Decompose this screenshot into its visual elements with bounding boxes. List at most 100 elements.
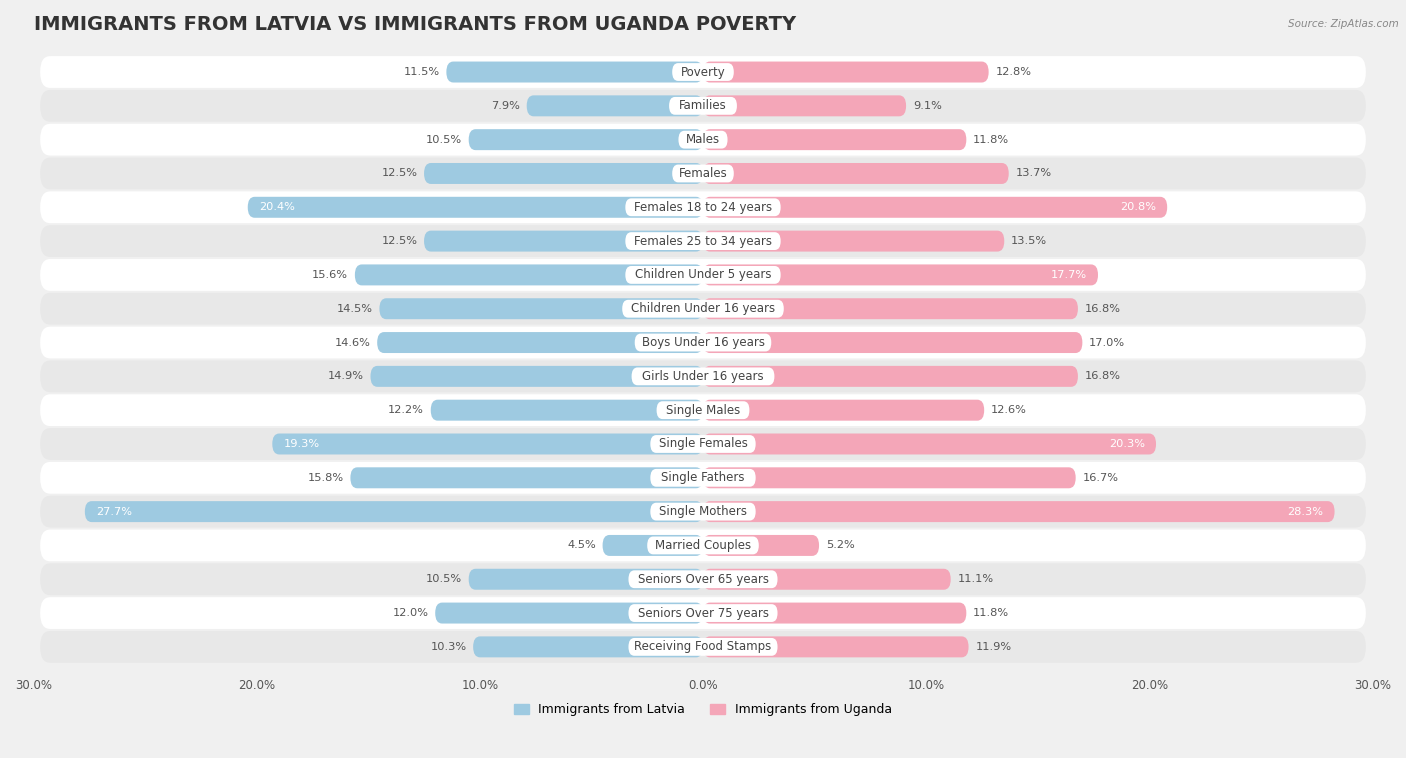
Legend: Immigrants from Latvia, Immigrants from Uganda: Immigrants from Latvia, Immigrants from … (513, 703, 893, 716)
FancyBboxPatch shape (703, 434, 1156, 455)
Text: 11.5%: 11.5% (404, 67, 440, 77)
Text: 13.5%: 13.5% (1011, 236, 1047, 246)
Text: 19.3%: 19.3% (284, 439, 319, 449)
FancyBboxPatch shape (41, 361, 1365, 392)
Text: 16.7%: 16.7% (1083, 473, 1118, 483)
FancyBboxPatch shape (41, 394, 1365, 426)
FancyBboxPatch shape (41, 225, 1365, 257)
FancyBboxPatch shape (247, 197, 703, 218)
Text: 14.9%: 14.9% (328, 371, 364, 381)
FancyBboxPatch shape (430, 399, 703, 421)
Text: 10.5%: 10.5% (426, 575, 463, 584)
FancyBboxPatch shape (474, 637, 703, 657)
Text: Females 25 to 34 years: Females 25 to 34 years (634, 234, 772, 248)
Text: Single Males: Single Males (666, 404, 740, 417)
FancyBboxPatch shape (84, 501, 703, 522)
FancyBboxPatch shape (628, 638, 778, 656)
FancyBboxPatch shape (657, 401, 749, 419)
Text: 10.3%: 10.3% (430, 642, 467, 652)
FancyBboxPatch shape (527, 96, 703, 116)
Text: 17.7%: 17.7% (1050, 270, 1087, 280)
Text: 16.8%: 16.8% (1084, 304, 1121, 314)
FancyBboxPatch shape (634, 334, 772, 352)
FancyBboxPatch shape (425, 163, 703, 184)
Text: 28.3%: 28.3% (1288, 506, 1323, 517)
Text: 20.3%: 20.3% (1109, 439, 1144, 449)
Text: 14.6%: 14.6% (335, 337, 371, 348)
FancyBboxPatch shape (669, 97, 737, 114)
FancyBboxPatch shape (672, 63, 734, 81)
FancyBboxPatch shape (628, 604, 778, 622)
Text: 10.5%: 10.5% (426, 135, 463, 145)
Text: 5.2%: 5.2% (825, 540, 855, 550)
Text: Children Under 5 years: Children Under 5 years (634, 268, 772, 281)
FancyBboxPatch shape (41, 597, 1365, 629)
FancyBboxPatch shape (377, 332, 703, 353)
FancyBboxPatch shape (631, 368, 775, 385)
Text: 12.0%: 12.0% (392, 608, 429, 618)
Text: Receiving Food Stamps: Receiving Food Stamps (634, 641, 772, 653)
Text: 16.8%: 16.8% (1084, 371, 1121, 381)
FancyBboxPatch shape (703, 197, 1167, 218)
Text: 11.9%: 11.9% (976, 642, 1011, 652)
FancyBboxPatch shape (651, 435, 755, 453)
FancyBboxPatch shape (603, 535, 703, 556)
FancyBboxPatch shape (679, 130, 727, 149)
FancyBboxPatch shape (703, 501, 1334, 522)
Text: Boys Under 16 years: Boys Under 16 years (641, 336, 765, 349)
FancyBboxPatch shape (703, 96, 905, 116)
FancyBboxPatch shape (41, 631, 1365, 662)
FancyBboxPatch shape (703, 637, 969, 657)
FancyBboxPatch shape (628, 570, 778, 588)
FancyBboxPatch shape (626, 266, 780, 283)
FancyBboxPatch shape (380, 298, 703, 319)
FancyBboxPatch shape (446, 61, 703, 83)
FancyBboxPatch shape (623, 300, 783, 318)
Text: Source: ZipAtlas.com: Source: ZipAtlas.com (1288, 19, 1399, 29)
FancyBboxPatch shape (626, 232, 780, 250)
FancyBboxPatch shape (41, 259, 1365, 291)
FancyBboxPatch shape (703, 298, 1078, 319)
Text: Poverty: Poverty (681, 65, 725, 79)
Text: 12.2%: 12.2% (388, 406, 425, 415)
Text: Males: Males (686, 133, 720, 146)
FancyBboxPatch shape (41, 191, 1365, 223)
Text: Seniors Over 65 years: Seniors Over 65 years (637, 573, 769, 586)
FancyBboxPatch shape (350, 468, 703, 488)
FancyBboxPatch shape (703, 568, 950, 590)
FancyBboxPatch shape (354, 265, 703, 286)
FancyBboxPatch shape (703, 603, 966, 624)
Text: 12.8%: 12.8% (995, 67, 1032, 77)
FancyBboxPatch shape (703, 230, 1004, 252)
Text: 20.4%: 20.4% (259, 202, 295, 212)
Text: 20.8%: 20.8% (1121, 202, 1156, 212)
FancyBboxPatch shape (41, 428, 1365, 460)
Text: IMMIGRANTS FROM LATVIA VS IMMIGRANTS FROM UGANDA POVERTY: IMMIGRANTS FROM LATVIA VS IMMIGRANTS FRO… (34, 15, 796, 34)
FancyBboxPatch shape (468, 129, 703, 150)
Text: Children Under 16 years: Children Under 16 years (631, 302, 775, 315)
FancyBboxPatch shape (703, 163, 1008, 184)
Text: 14.5%: 14.5% (336, 304, 373, 314)
Text: 7.9%: 7.9% (491, 101, 520, 111)
FancyBboxPatch shape (41, 327, 1365, 359)
FancyBboxPatch shape (703, 332, 1083, 353)
FancyBboxPatch shape (425, 230, 703, 252)
Text: Females 18 to 24 years: Females 18 to 24 years (634, 201, 772, 214)
Text: Single Mothers: Single Mothers (659, 505, 747, 518)
FancyBboxPatch shape (436, 603, 703, 624)
FancyBboxPatch shape (41, 563, 1365, 595)
FancyBboxPatch shape (41, 293, 1365, 324)
Text: 9.1%: 9.1% (912, 101, 942, 111)
FancyBboxPatch shape (651, 503, 755, 521)
FancyBboxPatch shape (468, 568, 703, 590)
Text: 13.7%: 13.7% (1015, 168, 1052, 178)
FancyBboxPatch shape (703, 468, 1076, 488)
Text: 12.6%: 12.6% (991, 406, 1026, 415)
Text: 11.8%: 11.8% (973, 135, 1010, 145)
FancyBboxPatch shape (651, 469, 755, 487)
FancyBboxPatch shape (41, 158, 1365, 190)
FancyBboxPatch shape (41, 90, 1365, 122)
FancyBboxPatch shape (703, 399, 984, 421)
Text: 12.5%: 12.5% (381, 236, 418, 246)
Text: Females: Females (679, 167, 727, 180)
